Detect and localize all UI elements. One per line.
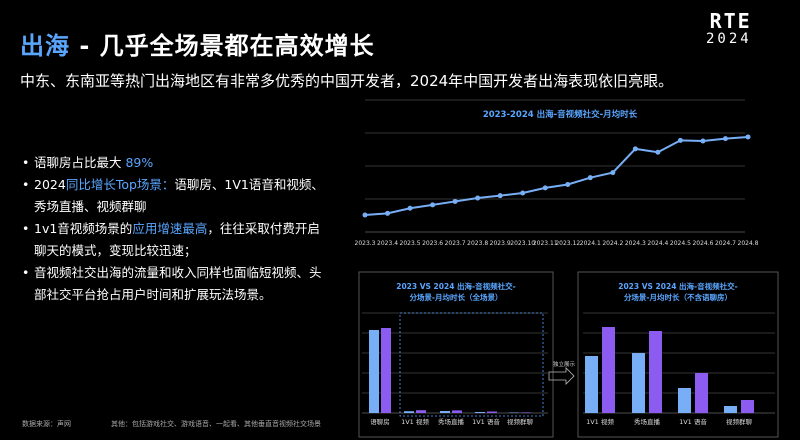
arrow-right-icon: [548, 367, 575, 385]
x-tick-label: 1V1 语音: [472, 417, 500, 426]
footer-source: 数据来源：声网: [22, 420, 71, 428]
x-tick-label: 2023.12: [555, 240, 580, 247]
logo-year: 2024: [706, 31, 752, 47]
bullet-text: 音视频社交出海的流量和收入同样也面临短视频、头部社交平台抢占用户时间和扩展玩法场…: [34, 265, 322, 302]
data-point: [520, 190, 526, 196]
bullet-text: 语聊房占比最大: [34, 155, 126, 170]
bullet-highlight: 应用增速最高: [132, 221, 208, 236]
subtitle: 中东、东南亚等热门出海地区有非常多优秀的中国开发者，2024年中国开发者出海表现…: [20, 72, 674, 90]
chart-title-line: 分场景-月均时长（全场景）: [409, 292, 502, 302]
bar: [509, 412, 519, 413]
data-point: [610, 170, 616, 176]
bar: [487, 411, 497, 413]
chart-title-line: 2023 VS 2024 出海-音视频社交-: [396, 281, 516, 291]
x-tick-label: 2024.2: [602, 240, 623, 247]
bullet-highlight: 89%: [125, 155, 154, 170]
data-point: [385, 210, 391, 216]
bar: [475, 412, 485, 413]
bullet-list: 语聊房占比最大 89%2024同比增长Top场景：语聊房、1V1语音和视频、秀场…: [22, 152, 332, 306]
x-tick-label: 2024.4: [647, 240, 668, 247]
arrow-label: 独立展示: [553, 360, 576, 368]
chart-title-line: 分场景-月均时长（不含语聊房）: [624, 292, 732, 302]
x-tick-label: 2023.5: [400, 240, 421, 247]
x-tick-label: 秀场直播: [438, 417, 465, 426]
data-point: [542, 185, 548, 191]
x-tick-label: 2023.6: [422, 240, 443, 247]
x-tick-label: 2024.7: [715, 240, 736, 247]
x-tick-label: 1V1 视频: [586, 417, 614, 426]
x-tick-label: 语聊房: [370, 417, 390, 426]
x-tick-label: 2024.8: [738, 240, 759, 247]
highlight-box: [399, 312, 544, 417]
bar: [724, 406, 737, 413]
bar: [741, 400, 754, 413]
bullet-text: 2024: [34, 177, 66, 192]
series-line: [364, 135, 749, 217]
page-title: 出海 - 几乎全场景都在高效增长: [20, 26, 375, 61]
data-point: [407, 205, 413, 211]
bullet-item: 语聊房占比最大 89%: [22, 152, 332, 174]
x-tick-label: 2023.10: [510, 240, 535, 247]
footer-note: 其他：包括游戏社交、游戏语音、一起看、其他垂直音视频社交场景: [111, 420, 321, 428]
data-point: [700, 138, 706, 144]
data-point: [565, 181, 571, 187]
x-tick-label: 1V1 语音: [679, 417, 707, 426]
x-tick-label: 秀场直播: [634, 417, 661, 426]
data-point: [362, 212, 368, 218]
bar: [649, 331, 662, 413]
bar: [440, 411, 450, 413]
x-tick-label: 2023.7: [445, 240, 466, 247]
bullet-item: 1v1音视频场景的应用增速最高，往往采取付费开启聊天的模式，变现比较迅速；: [22, 218, 332, 262]
x-tick-label: 2024.1: [580, 240, 601, 247]
bullet-text: 1v1音视频场景的: [34, 221, 133, 236]
rte-logo: RTE 2024: [706, 10, 752, 46]
data-point: [452, 198, 458, 204]
x-tick-label: 视频群聊: [507, 417, 534, 426]
data-point: [655, 149, 661, 155]
x-tick-label: 2023.9: [490, 240, 511, 247]
bar: [602, 327, 615, 413]
chart-frame: [577, 271, 779, 438]
bullet-text: 语聊房、1V1语音和视频、秀场直播、视频群聊: [34, 177, 324, 214]
bullet-item: 音视频社交出海的流量和收入同样也面临短视频、头部社交平台抢占用户时间和扩展玩法场…: [22, 262, 332, 306]
bar: [521, 412, 531, 413]
data-point: [475, 195, 481, 201]
x-tick-label: 2024.6: [692, 240, 713, 247]
x-tick-label: 视频群聊: [726, 417, 753, 426]
data-point: [745, 134, 751, 140]
x-tick-label: 2024.3: [625, 240, 646, 247]
data-point: [632, 146, 638, 152]
bar: [585, 356, 598, 413]
bullet-text: ，往往采取付费开启聊天的模式，变现比较迅速；: [34, 221, 320, 258]
bar: [632, 353, 645, 413]
title-accent: 出海: [20, 32, 70, 60]
x-tick-label: 2023.11: [533, 240, 558, 247]
title-rest: - 几乎全场景都在高效增长: [70, 32, 375, 60]
x-tick-label: 2023.8: [467, 240, 488, 247]
chart-title-line: 2023 VS 2024 出海-音视频社交-: [618, 281, 738, 291]
bar: [381, 328, 391, 413]
x-tick-label: 2023.4: [377, 240, 398, 247]
bullet-highlight: 同比增长Top场景：: [65, 177, 175, 192]
bullet-item: 2024同比增长Top场景：语聊房、1V1语音和视频、秀场直播、视频群聊: [22, 174, 332, 218]
bar: [452, 410, 462, 413]
bar: [695, 373, 708, 413]
data-point: [430, 202, 436, 208]
logo-text: RTE: [709, 9, 752, 33]
x-tick-label: 2024.5: [670, 240, 691, 247]
data-point: [677, 137, 683, 143]
chart-frame: [358, 271, 554, 438]
x-tick-label: 2023.3: [355, 240, 376, 247]
bar: [404, 411, 414, 413]
chart-title: 2023-2024 出海-音视频社交-月均时长: [483, 109, 638, 120]
footer: 数据来源：声网 其他：包括游戏社交、游戏语音、一起看、其他垂直音视频社交场景: [22, 419, 361, 429]
x-tick-label: 1V1 视频: [401, 417, 429, 426]
data-point: [587, 175, 593, 181]
bar: [678, 388, 691, 413]
data-point: [497, 193, 503, 199]
bar: [416, 410, 426, 413]
bar: [369, 330, 379, 413]
data-point: [722, 136, 728, 142]
